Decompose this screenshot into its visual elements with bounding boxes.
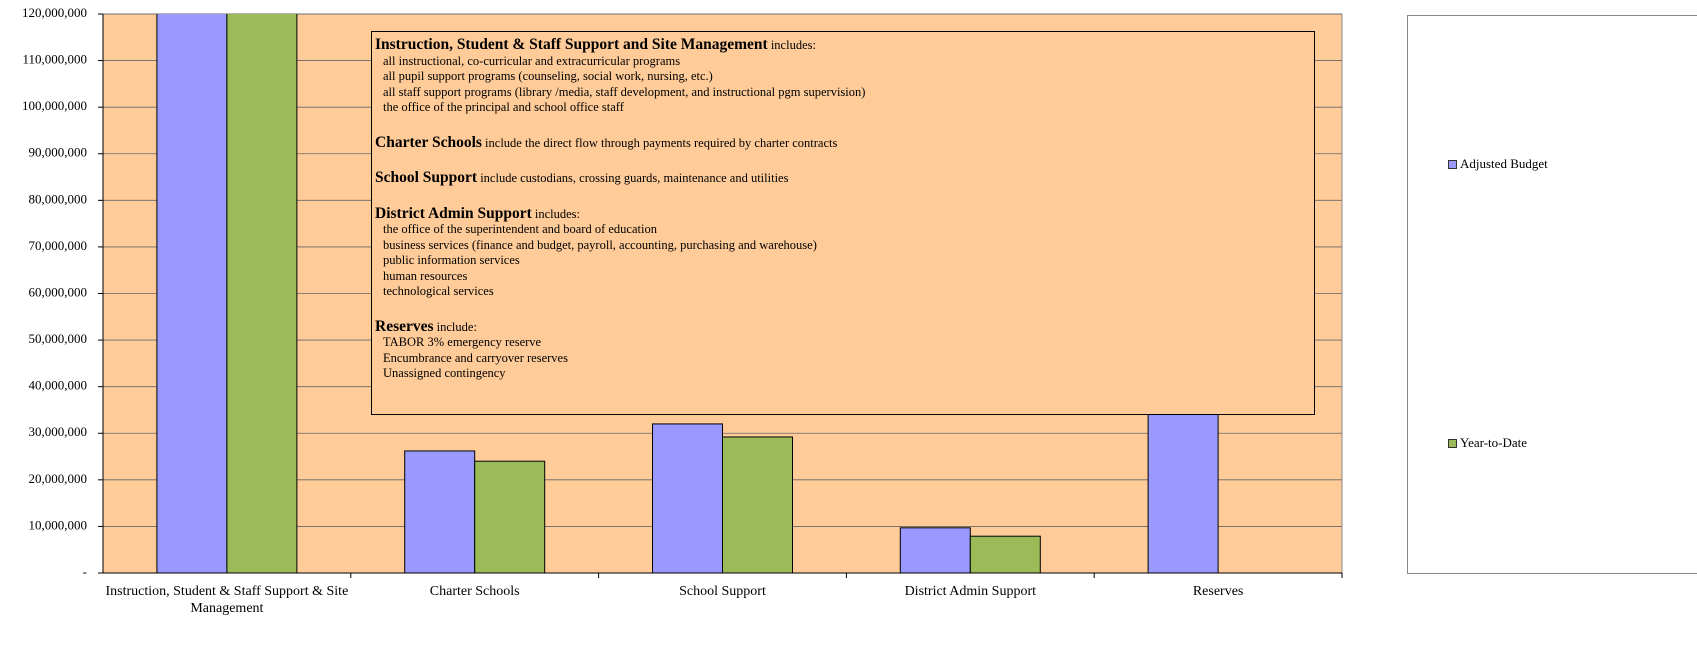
y-tick-label: 30,000,000 [29, 424, 88, 439]
annotation-heading: Reserves [375, 317, 434, 335]
bar [404, 450, 476, 573]
x-tick-label: Reserves [1192, 584, 1244, 599]
legend-swatch [1448, 438, 1457, 448]
annotation-line: business services (finance and budget, p… [383, 237, 817, 252]
y-tick-label: 120,000,000 [22, 5, 87, 20]
annotation-line: all instructional, co-curricular and ext… [383, 53, 681, 68]
bar [156, 14, 228, 573]
bar [969, 535, 1041, 573]
bar [226, 14, 298, 573]
y-tick-label: 100,000,000 [22, 98, 87, 113]
annotation-section: School Support include custodians, cross… [375, 170, 1311, 187]
annotation-line: public information services [383, 253, 520, 267]
annotation-text: include custodians, crossing guards, mai… [480, 171, 789, 185]
annotation-heading: District Admin Support [375, 204, 532, 222]
legend-label: Year-to-Date [1460, 435, 1528, 450]
x-tick-label: District Admin Support [904, 584, 1037, 599]
annotation-heading: School Support [375, 169, 478, 186]
y-tick-label: 90,000,000 [29, 145, 88, 160]
annotation-line: technological services [383, 284, 494, 298]
legend-item: Year-to-Date [1448, 435, 1527, 451]
annotation-heading-line: Reserves include: [375, 317, 1311, 336]
x-tick-label: Instruction, Student & Staff Support & S… [105, 584, 349, 616]
annotation-text: include the direct flow through payments… [485, 135, 838, 150]
bar [1147, 386, 1219, 573]
annotation-section: Charter Schools include the direct flow … [375, 133, 1311, 152]
annotation-section: District Admin Support includes: the offi… [375, 204, 1311, 300]
x-tick-label: Charter Schools [429, 584, 520, 599]
annotation-line: Encumbrance and carryover reserves [383, 350, 568, 365]
annotation-line: all pupil support programs (counseling, … [383, 69, 713, 83]
annotation-section: Reserves include: TABOR 3% emergency rese… [375, 317, 1311, 382]
legend: Adjusted Budget Year-to-Date [1407, 15, 1697, 574]
y-tick-label: 20,000,000 [29, 471, 88, 486]
y-tick-label: 40,000,000 [29, 378, 88, 393]
y-tick-label: 80,000,000 [29, 191, 88, 206]
annotation-text: includes: [770, 38, 816, 52]
annotation-line: all staff support programs (library /med… [383, 84, 866, 99]
y-tick-label: 50,000,000 [29, 331, 88, 346]
bar [722, 436, 793, 573]
annotation-heading-line: Charter Schools include the direct flow … [375, 133, 1311, 152]
legend-swatch [1448, 159, 1457, 169]
annotation-heading: Charter Schools [375, 133, 482, 151]
y-tick-label: 110,000,000 [22, 52, 87, 67]
bar [899, 527, 971, 573]
annotation-line: Unassigned contingency [383, 366, 506, 380]
annotation-heading: Instruction, Student & Staff Support and… [375, 36, 768, 53]
annotation-heading-line: District Admin Support includes: [375, 204, 1311, 223]
legend-item: Adjusted Budget [1448, 156, 1548, 172]
bar [474, 460, 546, 573]
annotation-line: human resources [383, 268, 468, 283]
y-tick-label: - [83, 564, 87, 579]
y-tick-label: 60,000,000 [29, 284, 88, 299]
annotation-heading-line: Instruction, Student & Staff Support and… [375, 37, 1311, 54]
legend-label: Adjusted Budget [1460, 156, 1548, 171]
y-tick-label: 10,000,000 [29, 517, 88, 532]
annotation-line: TABOR 3% emergency reserve [383, 335, 542, 349]
annotation-text: includes: [534, 206, 581, 221]
annotation-line: the office of the superintendent and boa… [383, 222, 657, 236]
x-tick-label: School Support [679, 584, 766, 599]
annotation-section: Instruction, Student & Staff Support and… [375, 37, 1311, 116]
annotation-heading-line: School Support include custodians, cross… [375, 170, 1311, 187]
annotation-text: include: [436, 319, 477, 334]
annotation-line: the office of the principal and school o… [383, 100, 624, 114]
bar [652, 423, 723, 573]
y-tick-label: 70,000,000 [29, 238, 88, 253]
annotation-box: Instruction, Student & Staff Support and… [371, 31, 1315, 415]
